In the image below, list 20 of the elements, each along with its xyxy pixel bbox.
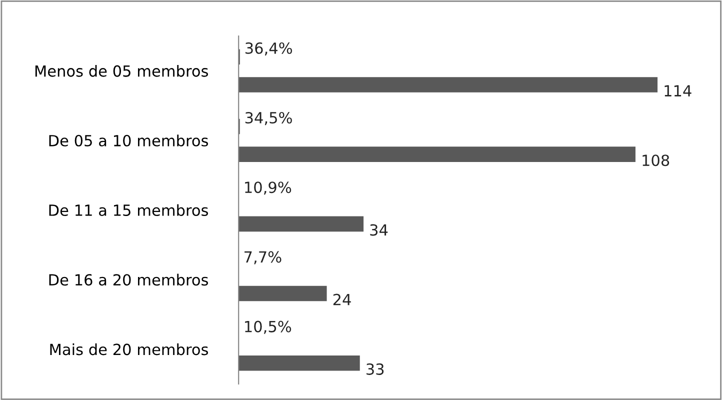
y-tick-label: De 16 a 20 membros [49, 274, 208, 286]
data-label: 7,7% [244, 251, 282, 264]
data-label: 108 [642, 154, 670, 166]
data-label: 10,9% [245, 182, 292, 195]
data-label: 10,5% [245, 320, 292, 334]
bar [238, 216, 364, 232]
data-label: 33 [366, 363, 384, 375]
data-label: 34,5% [245, 112, 292, 126]
bar [238, 146, 636, 162]
bar [238, 355, 360, 371]
data-label: 34 [370, 224, 388, 236]
data-label: 114 [664, 85, 692, 96]
bar [238, 286, 327, 302]
data-label: 24 [333, 294, 351, 306]
data-label: 36,4% [246, 42, 292, 56]
y-tick-label: Mais de 20 membros [50, 343, 208, 356]
bar [238, 77, 658, 92]
y-tick-label: De 11 a 15 membros [49, 204, 208, 216]
y-tick-label: Menos de 05 membros [35, 64, 208, 77]
y-tick-label: De 05 a 10 membros [49, 134, 208, 146]
